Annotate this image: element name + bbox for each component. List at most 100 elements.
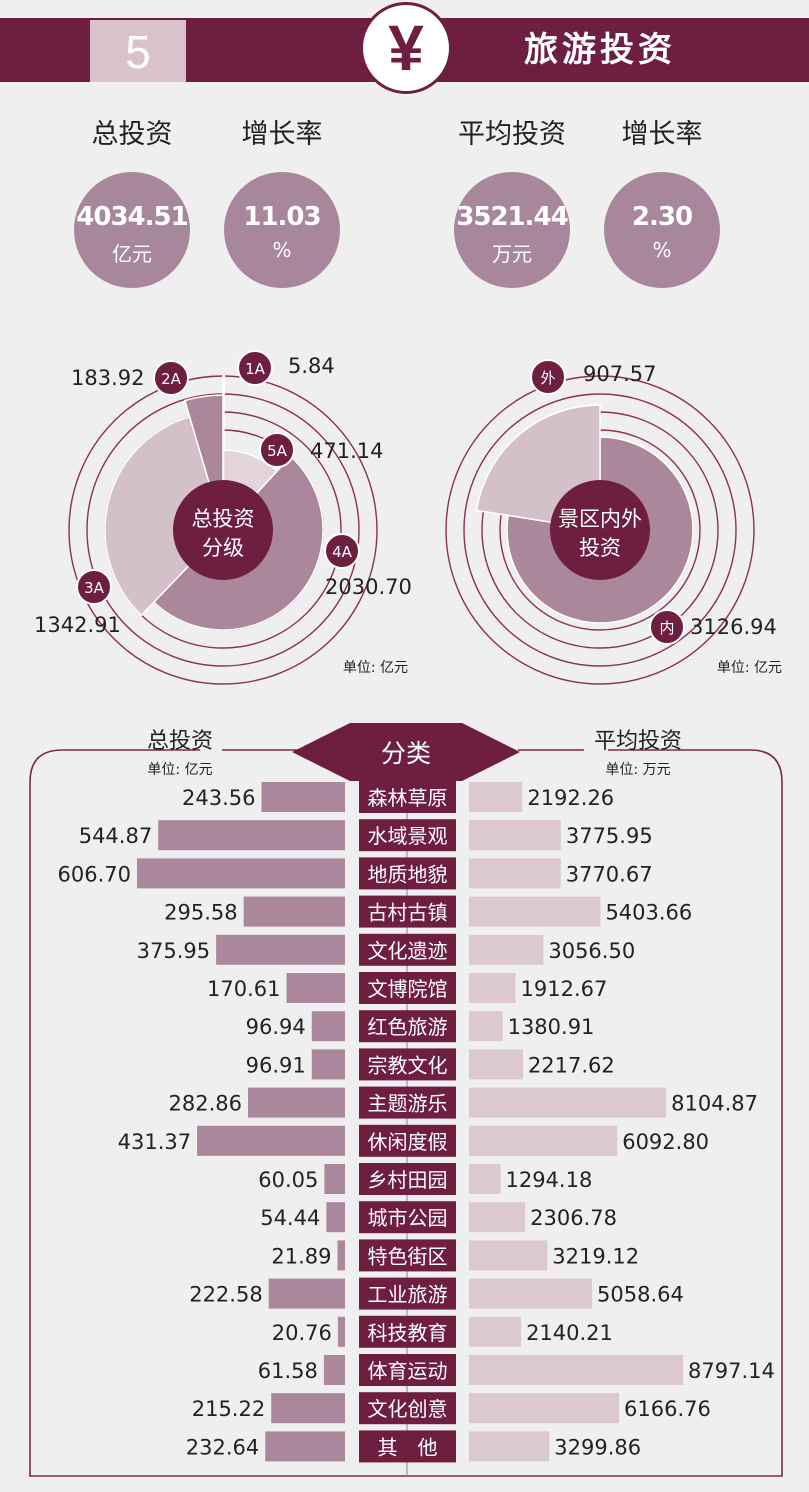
right-bar-16 <box>469 1393 620 1424</box>
category-label-6: 红色旅游 <box>368 1015 448 1039</box>
left-bar-5 <box>286 973 345 1003</box>
category-label-1: 水域景观 <box>368 824 448 848</box>
category-box-12 <box>359 1239 456 1272</box>
page-title: 旅游投资 <box>524 30 676 70</box>
left-bar-8 <box>248 1087 345 1118</box>
grade-pie-center <box>173 480 273 580</box>
category-label-14: 科技教育 <box>368 1321 448 1345</box>
grade-pie-value-4A: 2030.70 <box>325 575 412 599</box>
category-box-0 <box>359 781 456 813</box>
inout-pie-value-0: 3126.94 <box>690 615 777 639</box>
left-bar-16 <box>271 1393 345 1424</box>
right-bar-12 <box>469 1240 548 1271</box>
left-value-4: 375.95 <box>137 939 210 963</box>
category-box-13 <box>359 1277 456 1310</box>
right-value-9: 6092.80 <box>622 1130 709 1154</box>
kpi-circle-average: 3521.44 万元 <box>454 172 570 288</box>
bar-chart-right-unit: 单位: 万元 <box>605 762 670 778</box>
inout-pie-ring-3 <box>445 375 755 685</box>
left-value-5: 170.61 <box>207 977 280 1001</box>
right-value-12: 3219.12 <box>552 1244 639 1268</box>
grade-pie-badge-3A: 3A <box>84 579 105 597</box>
right-value-6: 1380.91 <box>508 1015 595 1039</box>
kpi-value-average-growth: 2.30 <box>631 202 693 232</box>
category-label-10: 乡村田园 <box>368 1168 448 1192</box>
kpi-label-average: 平均投资 <box>458 119 566 150</box>
right-bar-6 <box>469 1011 503 1042</box>
left-bar-12 <box>337 1240 345 1271</box>
right-bar-9 <box>469 1125 618 1156</box>
grade-pie-value-2A: 183.92 <box>71 366 144 390</box>
category-label-8: 主题游乐 <box>368 1092 448 1116</box>
right-value-8: 8104.87 <box>671 1092 758 1116</box>
inout-pie-badge-0-circle <box>649 609 685 645</box>
category-box-9 <box>359 1124 456 1157</box>
right-bar-15 <box>469 1355 683 1385</box>
right-bar-10 <box>469 1164 501 1194</box>
left-value-3: 295.58 <box>164 901 237 925</box>
inout-pie-value-1: 907.57 <box>583 362 656 386</box>
category-label-11: 城市公园 <box>368 1206 448 1230</box>
right-value-0: 2192.26 <box>527 786 614 810</box>
right-value-14: 2140.21 <box>526 1321 613 1345</box>
right-bar-13 <box>469 1278 593 1309</box>
kpi-value-total: 4034.51 <box>76 202 188 232</box>
left-bar-0 <box>261 782 345 812</box>
inout-pie-center <box>550 480 650 580</box>
category-label-17: 其 他 <box>378 1435 438 1459</box>
right-value-11: 2306.78 <box>530 1206 617 1230</box>
right-bar-2 <box>469 858 561 889</box>
category-label-7: 宗教文化 <box>368 1053 448 1077</box>
left-bar-15 <box>323 1355 345 1385</box>
category-box-5 <box>359 972 456 1004</box>
grade-pie-value-3A: 1342.91 <box>34 613 121 637</box>
right-value-17: 3299.86 <box>554 1435 641 1459</box>
category-box-8 <box>359 1086 456 1119</box>
grade-pie-badge-4A-circle <box>324 533 360 569</box>
kpi-label-average-growth: 增长率 <box>621 119 703 150</box>
bar-chart-title: 分类 <box>381 739 431 768</box>
category-label-0: 森林草原 <box>368 786 448 810</box>
category-label-2: 地质地貌 <box>368 862 448 886</box>
left-value-8: 282.86 <box>169 1092 242 1116</box>
kpi-unit-average-growth: % <box>652 238 672 262</box>
inout-pie-badge-1: 外 <box>540 369 555 387</box>
right-bar-17 <box>469 1431 550 1462</box>
category-label-15: 体育运动 <box>368 1359 448 1383</box>
category-box-2 <box>359 857 456 890</box>
inout-pie-slice-0 <box>506 436 694 624</box>
grade-pie-value-5A: 471.14 <box>310 439 383 463</box>
inout-pie-title-line1: 景区内外 <box>558 507 642 531</box>
kpi-circle-average-growth: 2.30 % <box>604 172 720 288</box>
kpi-value-average: 3521.44 <box>456 202 568 232</box>
grade-pie-badge-4A: 4A <box>332 543 353 561</box>
category-box-1 <box>359 819 456 852</box>
bar-chart-left-unit: 单位: 亿元 <box>147 762 212 778</box>
inout-pie-badge-0: 内 <box>659 619 674 637</box>
left-bar-14 <box>337 1316 345 1347</box>
right-value-3: 5403.66 <box>605 901 692 925</box>
left-value-7: 96.91 <box>246 1053 306 1077</box>
grade-pie-badge-1A: 1A <box>245 360 266 378</box>
right-bar-4 <box>469 934 544 965</box>
category-label-16: 文化创意 <box>368 1397 448 1421</box>
grade-pie-title-line1: 总投资 <box>192 507 255 531</box>
left-bar-9 <box>197 1125 345 1156</box>
category-box-11 <box>359 1201 456 1234</box>
grade-pie-title-line2: 分级 <box>202 536 244 560</box>
yen-icon: ¥ <box>388 12 424 84</box>
left-bar-2 <box>137 858 345 889</box>
category-label-3: 古村古镇 <box>368 901 448 925</box>
grade-pie-badge-3A-circle <box>76 569 112 605</box>
grade-pie-badge-2A: 2A <box>161 370 182 388</box>
left-bar-17 <box>265 1431 345 1462</box>
left-bar-3 <box>243 896 345 927</box>
left-value-16: 215.22 <box>192 1397 265 1421</box>
left-value-17: 232.64 <box>186 1435 259 1459</box>
section-number: 5 <box>125 26 151 78</box>
category-box-14 <box>359 1315 456 1348</box>
right-value-13: 5058.64 <box>597 1283 684 1307</box>
